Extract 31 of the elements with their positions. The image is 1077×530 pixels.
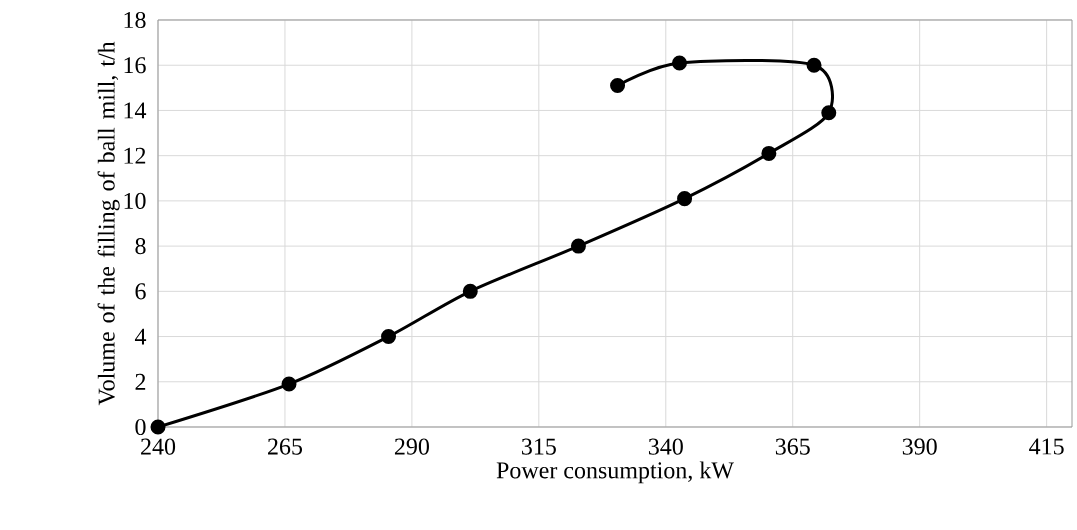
- point: [570, 238, 586, 254]
- y-tick-label: 8: [135, 238, 146, 255]
- y-tick-label: 10: [124, 192, 146, 209]
- point: [281, 376, 297, 392]
- x-tick-label: 265: [268, 438, 303, 455]
- y-tick-label: 18: [124, 11, 146, 29]
- y-tick-label: 14: [124, 102, 147, 119]
- y-axis-title: Volume of the filling of ball mill, t/h: [97, 41, 120, 406]
- point: [462, 283, 478, 299]
- y-tick-label: 4: [134, 328, 147, 345]
- point: [761, 145, 777, 161]
- y-tick-label: 6: [135, 283, 146, 300]
- x-tick-label: 290: [394, 438, 429, 455]
- x-tick-label: 340: [648, 438, 683, 455]
- y-tick-label: 0: [135, 418, 146, 436]
- x-axis-title: Power consumption, kW: [496, 461, 734, 484]
- point: [381, 329, 397, 345]
- y-tick-label: 2: [135, 373, 146, 390]
- y-tick-label: 16: [124, 57, 146, 74]
- x-tick-label: 390: [902, 438, 937, 455]
- x-tick-label: 240: [141, 438, 176, 455]
- point: [610, 78, 626, 94]
- point: [677, 191, 693, 207]
- y-tick-label: 12: [124, 147, 146, 164]
- point: [821, 105, 837, 121]
- x-tick-label: 415: [1029, 438, 1064, 455]
- point: [150, 419, 166, 435]
- point: [672, 55, 687, 71]
- x-tick-label: 365: [775, 438, 810, 455]
- point: [806, 57, 822, 73]
- x-tick-label: 315: [522, 438, 556, 455]
